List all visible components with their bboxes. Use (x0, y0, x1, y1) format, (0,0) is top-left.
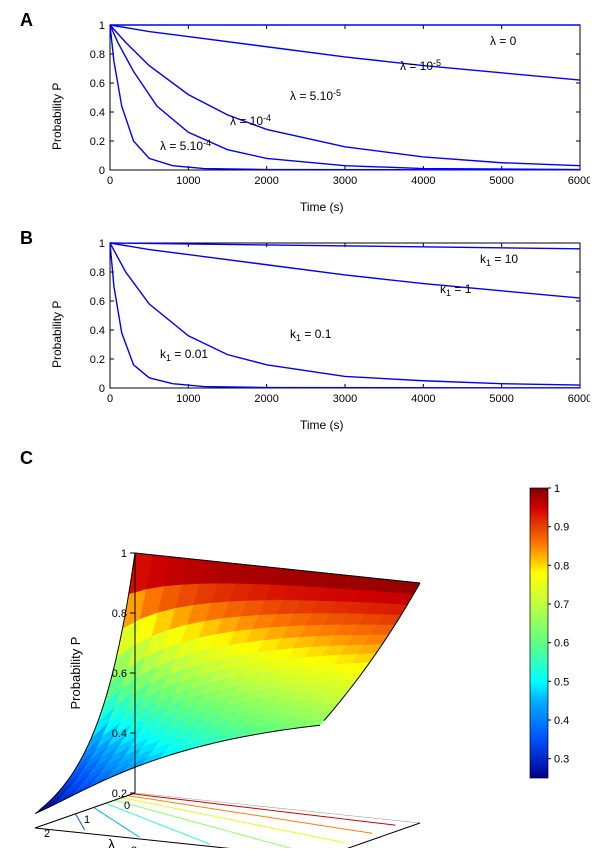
svg-text:λ: λ (108, 836, 115, 848)
svg-text:3: 3 (131, 845, 137, 848)
svg-text:4000: 4000 (411, 393, 435, 405)
svg-text:0.4: 0.4 (112, 728, 127, 740)
svg-text:5000: 5000 (489, 393, 513, 405)
svg-text:Probability P: Probability P (68, 637, 83, 710)
svg-text:0.8: 0.8 (554, 560, 569, 572)
svg-text:0.2: 0.2 (90, 354, 105, 366)
svg-text:λ = 5.10-5: λ = 5.10-5 (290, 88, 341, 103)
panel-b-label: B (20, 228, 33, 249)
svg-text:λ = 5.10-4: λ = 5.10-4 (160, 138, 211, 153)
svg-text:4000: 4000 (411, 175, 435, 187)
svg-text:0: 0 (124, 800, 130, 812)
svg-text:0.2: 0.2 (90, 136, 105, 148)
svg-text:5000: 5000 (489, 175, 513, 187)
svg-text:0.8: 0.8 (112, 608, 127, 620)
svg-text:0.8: 0.8 (90, 49, 105, 61)
svg-text:0.3: 0.3 (554, 754, 569, 766)
svg-text:1: 1 (99, 238, 105, 250)
svg-text:λ = 0: λ = 0 (490, 34, 517, 48)
svg-text:0.7: 0.7 (554, 599, 569, 611)
svg-text:0: 0 (107, 175, 113, 187)
svg-text:1: 1 (84, 814, 90, 826)
panel-b-xlabel: Time (s) (300, 418, 344, 432)
svg-text:0: 0 (99, 383, 105, 395)
svg-text:0.4: 0.4 (554, 715, 569, 727)
svg-text:1: 1 (121, 548, 127, 560)
svg-text:0.6: 0.6 (554, 638, 569, 650)
panel-a-label: A (20, 10, 33, 31)
svg-text:0.4: 0.4 (90, 325, 105, 337)
svg-text:3000: 3000 (333, 393, 357, 405)
svg-text:3000: 3000 (333, 175, 357, 187)
svg-text:6000: 6000 (568, 393, 590, 405)
panel-a-xlabel: Time (s) (300, 200, 344, 214)
svg-text:1000: 1000 (176, 393, 200, 405)
svg-text:0.5: 0.5 (554, 676, 569, 688)
svg-text:0.9: 0.9 (554, 522, 569, 534)
panel-b-ylabel: Probability P (50, 301, 64, 368)
panel-a: A 010002000300040005000600000.20.40.60.8… (20, 10, 580, 210)
panel-b: B 010002000300040005000600000.20.40.60.8… (20, 228, 580, 428)
svg-text:1000: 1000 (176, 175, 200, 187)
svg-text:0.6: 0.6 (90, 296, 105, 308)
svg-text:0.8: 0.8 (90, 267, 105, 279)
svg-text:k1 = 0.01: k1 = 0.01 (160, 347, 208, 363)
panel-a-ylabel: Probability P (50, 83, 64, 150)
panel-c: C 0.20.40.60.81012345Probability Pλx 10-… (20, 448, 580, 848)
svg-text:0: 0 (107, 393, 113, 405)
svg-text:0: 0 (99, 165, 105, 177)
svg-text:λ = 10-5: λ = 10-5 (400, 58, 441, 73)
svg-text:2000: 2000 (254, 175, 278, 187)
svg-text:1: 1 (554, 483, 560, 495)
chart-c: 0.20.40.60.81012345Probability Pλx 10-4k… (20, 448, 580, 848)
svg-text:k1 = 1: k1 = 1 (440, 282, 472, 298)
svg-text:6000: 6000 (568, 175, 590, 187)
svg-text:2000: 2000 (254, 393, 278, 405)
svg-text:k1 = 10: k1 = 10 (480, 252, 518, 268)
chart-b: 0 1000 2000 3000 4000 5000 6000 0 0.2 0.4 0.6 0.8 1 k… (70, 238, 590, 418)
svg-text:k1 = 0.1: k1 = 0.1 (290, 327, 332, 343)
svg-text:0.6: 0.6 (112, 668, 127, 680)
svg-text:0.6: 0.6 (90, 78, 105, 90)
svg-text:1: 1 (99, 20, 105, 32)
svg-text:0.4: 0.4 (90, 107, 105, 119)
chart-a: 0 1000 2000 3000 4000 5000 6000 0 0.2 0.4 0.6 0.8 1 λ… (70, 20, 590, 200)
svg-text:λ = 10-4: λ = 10-4 (230, 113, 271, 128)
